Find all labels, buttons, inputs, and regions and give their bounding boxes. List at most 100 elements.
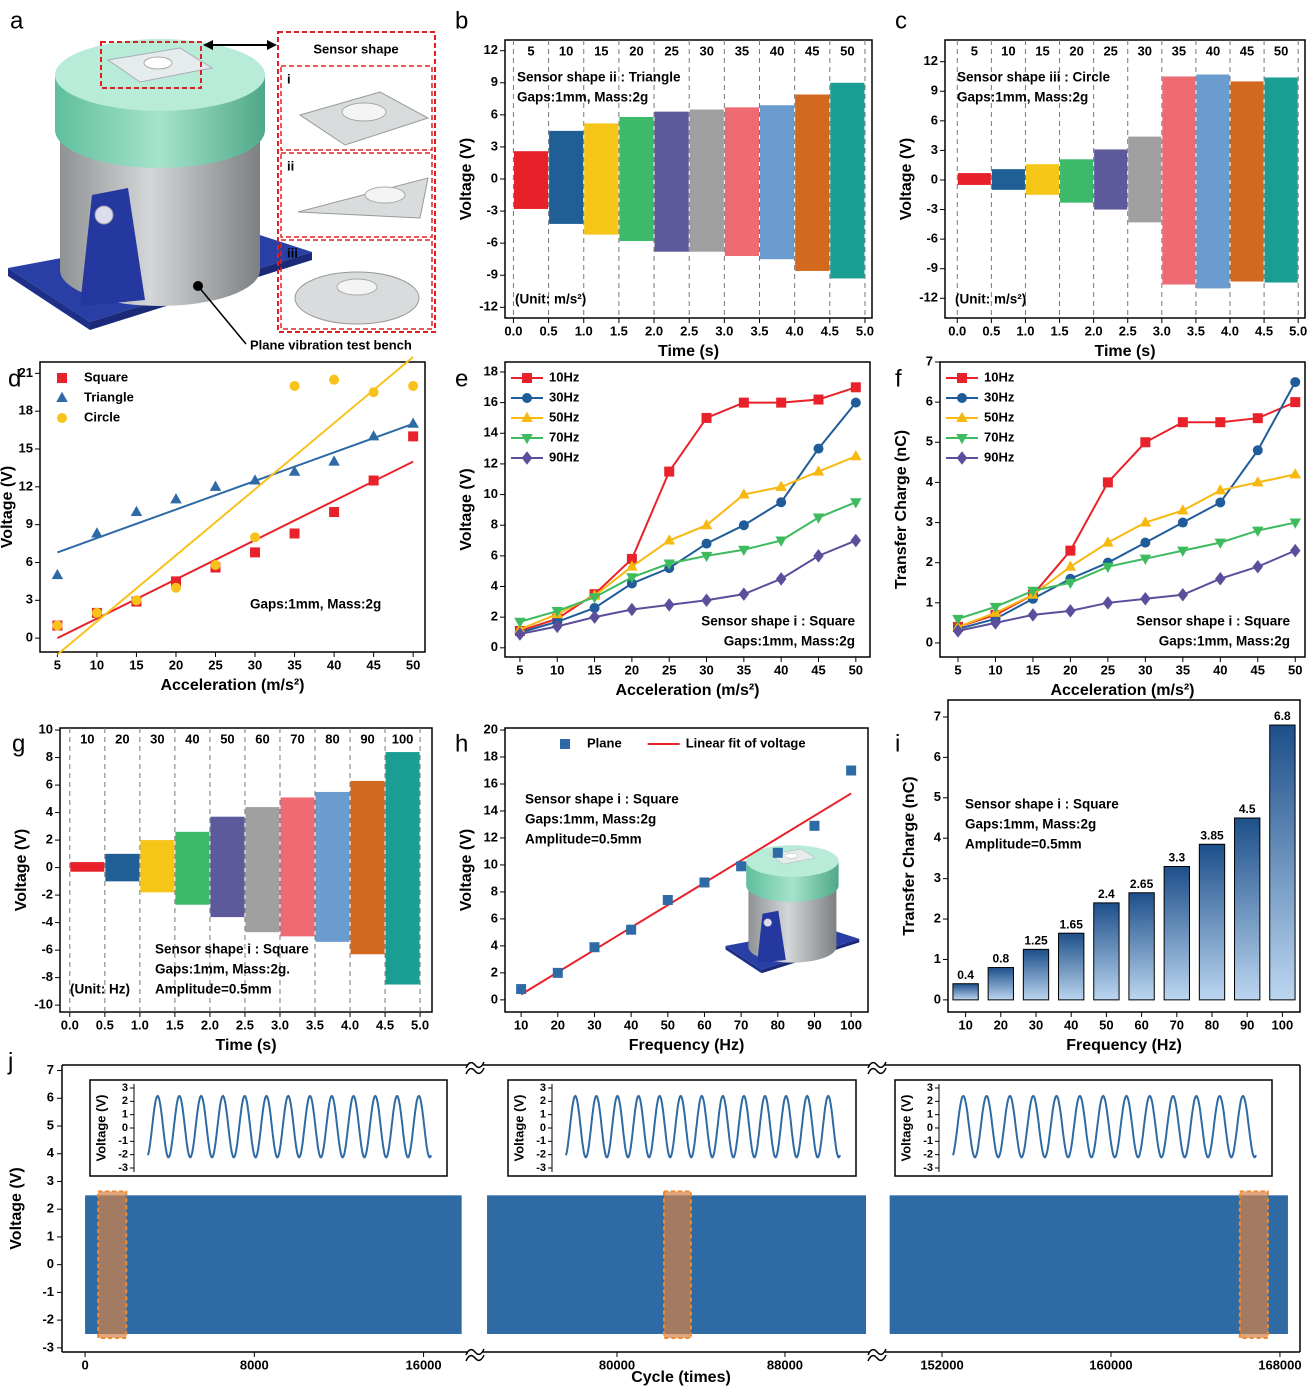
x-tick-label: 80 xyxy=(1205,1017,1219,1032)
marker xyxy=(329,375,339,385)
y-tick-label: 1 xyxy=(926,594,933,609)
y-tick-label: 3 xyxy=(26,592,33,607)
x-tick-label: 3.5 xyxy=(750,323,768,338)
marker xyxy=(776,572,787,586)
signal-band xyxy=(619,117,653,241)
marker xyxy=(956,434,968,444)
x-tick-label: 40 xyxy=(624,1017,638,1032)
x-tick-label: 5 xyxy=(516,662,523,677)
y-tick-label: -3 xyxy=(42,1339,54,1354)
inset-y-tick-label: -3 xyxy=(923,1162,933,1174)
y-tick-label: 4 xyxy=(926,474,934,489)
annotation: Amplitude=0.5mm xyxy=(525,832,642,847)
x-tick-label: 35 xyxy=(1176,662,1190,677)
bar xyxy=(1094,903,1119,1000)
legend-label: 50Hz xyxy=(984,409,1015,424)
y-tick-label: 10 xyxy=(39,722,53,737)
y-tick-label: 2 xyxy=(491,964,498,979)
y-tick-label: 0 xyxy=(26,630,33,645)
x-tick-label: 5.0 xyxy=(856,323,874,338)
y-tick-label: 8 xyxy=(491,883,498,898)
x-tick-label: 30 xyxy=(1138,662,1152,677)
marker xyxy=(1253,413,1263,423)
marker xyxy=(851,398,861,408)
y-tick-label: -1 xyxy=(42,1284,54,1299)
marker xyxy=(369,387,379,397)
annotation: Gaps:1mm, Mass:2g xyxy=(724,634,855,649)
inset-y-tick-label: 0 xyxy=(122,1122,128,1134)
x-axis-title: Time (s) xyxy=(1094,343,1155,360)
inset-y-tick-label: 0 xyxy=(927,1122,933,1134)
panel-label: b xyxy=(455,7,468,34)
marker xyxy=(1065,560,1077,570)
marker xyxy=(553,968,563,978)
x-tick-label: 4.5 xyxy=(1255,323,1273,338)
signal-band xyxy=(1231,81,1264,281)
marker xyxy=(773,848,783,858)
y-tick-label: 10 xyxy=(484,486,498,501)
y-axis-title: Voltage (V) xyxy=(898,138,915,220)
x-tick-label: 30 xyxy=(1029,1017,1043,1032)
bar xyxy=(1164,867,1189,1000)
y-tick-label: 18 xyxy=(484,363,498,378)
signal-band xyxy=(316,792,350,942)
y-axis-title: Voltage (V) xyxy=(458,829,475,911)
x-tick-label: 1.0 xyxy=(131,1017,149,1032)
bar xyxy=(953,984,978,1000)
marker xyxy=(171,583,181,593)
inset-y-label: Voltage (V) xyxy=(511,1095,526,1162)
signal-band xyxy=(690,110,724,252)
legend-label: 90Hz xyxy=(549,449,580,464)
marker xyxy=(328,455,340,465)
marker xyxy=(813,444,823,454)
marker xyxy=(776,497,786,507)
x-tick-label: 40 xyxy=(774,662,788,677)
unit-note: (Unit: m/s²) xyxy=(515,292,586,307)
signal-band xyxy=(549,131,583,224)
test-bench xyxy=(8,39,312,330)
marker xyxy=(329,507,339,517)
marker xyxy=(664,598,675,612)
panel-label: g xyxy=(12,730,25,757)
panel-label: a xyxy=(10,7,24,34)
y-tick-label: 9 xyxy=(26,516,33,531)
signal-band xyxy=(1026,164,1059,195)
y-tick-label: 12 xyxy=(19,478,33,493)
marker xyxy=(57,413,67,423)
value-label: 4.5 xyxy=(1239,802,1256,816)
y-tick-label: 3 xyxy=(491,138,498,153)
segment-label: 15 xyxy=(1035,43,1049,58)
triangle-sensor xyxy=(298,178,428,218)
y-tick-label: 16 xyxy=(484,775,498,790)
box-title: Sensor shape xyxy=(313,41,398,56)
marker xyxy=(91,527,103,537)
marker xyxy=(626,925,636,935)
y-tick-label: 2 xyxy=(491,609,498,624)
signal-band xyxy=(245,807,279,932)
axis-break xyxy=(868,1062,886,1074)
marker xyxy=(957,451,968,465)
highlight xyxy=(1240,1191,1268,1338)
x-tick-label: 4.0 xyxy=(341,1017,359,1032)
signal-band xyxy=(958,173,991,185)
marker xyxy=(1215,497,1225,507)
y-tick-label: -9 xyxy=(926,260,938,275)
x-tick-label: 20 xyxy=(551,1017,565,1032)
legend-label: 50Hz xyxy=(549,409,580,424)
inset-y-tick-label: 2 xyxy=(927,1095,933,1107)
x-tick-label: 45 xyxy=(1251,662,1265,677)
mass xyxy=(337,279,377,295)
marker xyxy=(809,821,819,831)
x-tick-label: 15 xyxy=(1026,662,1040,677)
x-tick-label: 25 xyxy=(208,657,222,672)
x-tick-label: 25 xyxy=(1101,662,1115,677)
marker xyxy=(627,603,638,617)
y-tick-label: -2 xyxy=(41,887,53,902)
x-tick-label: 0.0 xyxy=(61,1017,79,1032)
signal-band xyxy=(1265,77,1298,282)
value-label: 6.8 xyxy=(1274,709,1291,723)
x-tick-label: 40 xyxy=(1064,1017,1078,1032)
x-tick-label: 2.5 xyxy=(680,323,698,338)
annotation: Gaps:1mm, Mass:2g xyxy=(525,812,656,827)
panel-label: i xyxy=(895,730,900,757)
